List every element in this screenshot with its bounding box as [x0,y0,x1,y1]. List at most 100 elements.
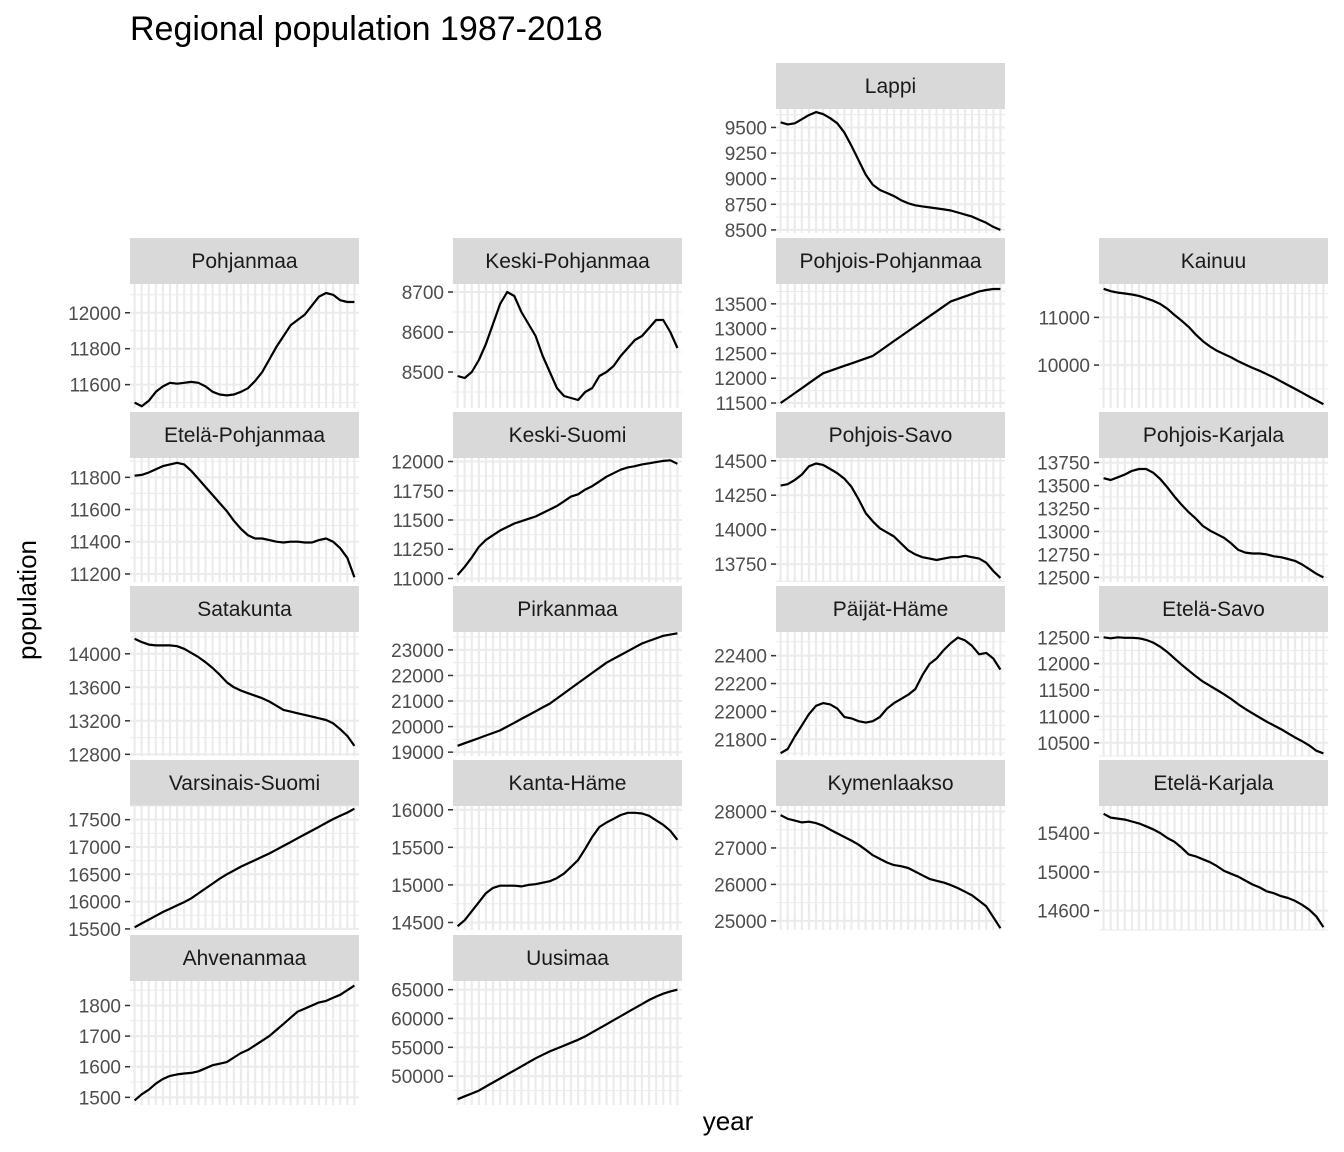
y-tick-label: 13000 [714,320,767,341]
panel-background [453,284,682,408]
facet-strip [776,63,1005,109]
y-tick-label: 8750 [725,195,767,216]
series-line [457,988,678,1101]
y-tick-label: 13000 [1037,522,1090,543]
facet-strip [1099,238,1328,284]
y-tick-label: 11000 [393,569,444,590]
facet-strip-label: Ahvenanmaa [183,947,307,970]
panel-background [776,458,1005,582]
facet-strip [776,760,1005,806]
facet-panel-pirkanmaa: Pirkanmaa 19000 20000 21000 22000 23000 [391,586,682,764]
panel-background [776,632,1005,756]
y-tick-label: 11250 [393,540,444,561]
y-tick-label: 11800 [70,468,121,489]
facet-strip-label: Uusimaa [526,947,609,970]
panel-background [776,806,1005,930]
facet-strip [130,412,359,458]
facet-strip [453,412,682,458]
panel-background [453,806,682,930]
y-tick-label: 60000 [391,1009,444,1030]
facet-strip [776,412,1005,458]
y-tick-label: 11500 [1039,681,1090,702]
y-tick-label: 10000 [1037,356,1090,377]
y-axis-title: population [12,540,42,660]
y-tick-label: 15400 [1037,824,1090,845]
y-tick-label: 17000 [68,838,121,859]
facet-strip [453,935,682,981]
y-tick-label: 12500 [1037,628,1090,649]
y-tick-label: 16000 [391,801,444,822]
facet-strip-label: Keski-Pohjanmaa [485,250,650,273]
facet-panel-pohjois-pohjanmaa: Pohjois-Pohjanmaa 11500 12000 12500 13000 135… [714,238,1005,415]
y-tick-label: 21000 [391,692,444,713]
y-tick-label: 13500 [714,295,767,316]
facet-strip [130,238,359,284]
y-tick-label: 11750 [393,482,444,503]
y-tick-label: 14000 [68,645,121,666]
y-tick-label: 11400 [70,533,121,554]
y-tick-label: 14250 [714,486,767,507]
facet-panels: Lappi 8500 8750 9000 9250 9500 Pohjanmaa 11600 1… [68,63,1328,1109]
y-tick-label: 11200 [70,565,121,586]
y-tick-label: 12800 [68,745,121,766]
y-tick-label: 11500 [393,511,444,532]
y-tick-label: 1800 [79,996,121,1017]
y-tick-label: 12000 [68,304,121,325]
facet-strip-label: Etelä-Savo [1162,598,1265,621]
y-tick-label: 8600 [402,323,444,344]
series-line [1103,467,1324,579]
panel-background [130,981,359,1105]
y-tick-label: 1700 [79,1027,121,1048]
y-tick-label: 12000 [391,453,444,474]
panel-background [776,109,1005,233]
facet-strip [453,238,682,284]
y-tick-label: 65000 [391,981,444,1002]
facet-strip-label: Satakunta [197,598,292,621]
facet-strip-label: Pohjois-Karjala [1143,424,1285,447]
panel-background [130,284,359,408]
y-tick-label: 8700 [402,283,444,304]
facet-strip [776,238,1005,284]
y-tick-label: 13600 [68,678,121,699]
facet-strip-label: Etelä-Karjala [1153,772,1274,795]
series-line [134,291,355,408]
y-tick-label: 1600 [79,1058,121,1079]
panel-background [453,632,682,756]
facet-panel-kainuu: Kainuu 10000 11000 [1037,238,1328,408]
facet-strip-label: Pohjois-Pohjanmaa [799,250,981,273]
facet-strip-label: Päijät-Häme [833,598,949,621]
facet-strip-label: Pohjanmaa [191,250,298,273]
y-tick-label: 11800 [70,340,121,361]
facet-panel-keski-suomi: Keski-Suomi 11000 11250 11500 11750 12000 [391,412,682,590]
facet-strip [130,760,359,806]
y-tick-label: 11600 [70,376,121,397]
y-tick-label: 27000 [714,839,767,860]
y-tick-label: 16500 [68,865,121,886]
y-tick-label: 8500 [402,363,444,384]
facet-strip [130,935,359,981]
facet-strip-label: Lappi [865,75,916,98]
y-tick-label: 11500 [716,394,767,415]
y-tick-label: 13500 [1037,477,1090,498]
series-line [780,636,1002,755]
facet-panel-pohjois-savo: Pohjois-Savo 13750 14000 14250 14500 [714,412,1005,582]
series-line [457,290,679,402]
series-line [456,459,678,576]
panel-background [776,284,1005,408]
y-tick-label: 22200 [714,675,767,696]
y-tick-label: 14600 [1037,902,1090,923]
y-tick-label: 8500 [725,221,767,242]
series-line [133,984,355,1102]
y-tick-label: 15500 [68,920,121,941]
panel-background [130,632,359,756]
series-line [1103,812,1325,928]
y-tick-label: 14000 [714,521,767,542]
facet-strip [130,586,359,632]
y-tick-label: 25000 [714,912,767,933]
y-tick-label: 15000 [391,876,444,897]
y-tick-label: 9000 [725,170,767,191]
y-tick-label: 15000 [1037,863,1090,884]
facet-panel-pohjanmaa: Pohjanmaa 11600 11800 12000 [68,238,359,408]
y-tick-label: 10500 [1037,734,1090,755]
